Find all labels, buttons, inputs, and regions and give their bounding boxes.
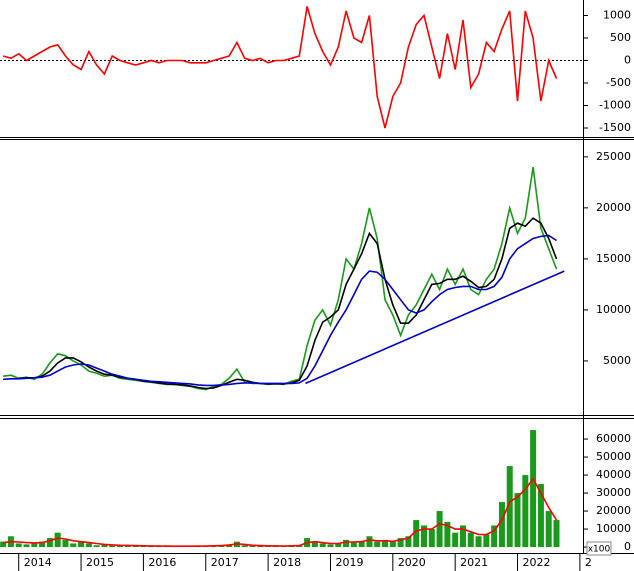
bar	[366, 536, 373, 548]
unit-label: x100	[588, 545, 611, 555]
bar	[475, 536, 482, 548]
bar	[514, 493, 521, 548]
bar	[491, 525, 498, 548]
y-tick-label: 25000	[596, 150, 631, 163]
bar	[350, 542, 357, 548]
bar	[498, 502, 505, 548]
y-tick-label: 10000	[596, 522, 631, 535]
y-tick-label: 10000	[596, 303, 631, 316]
x-tick-label: 2014	[24, 556, 52, 569]
bar	[0, 541, 7, 548]
line	[2, 6, 558, 129]
bar	[405, 536, 412, 548]
y-tick-label: -1000	[599, 99, 631, 112]
bar	[46, 538, 53, 548]
bar	[444, 521, 451, 548]
bar	[39, 541, 46, 548]
bar	[343, 539, 350, 548]
bar	[397, 538, 404, 548]
bar	[311, 541, 318, 548]
y-tick-label: 60000	[596, 432, 631, 445]
x-tick-label: 2016	[148, 556, 176, 569]
y-tick-label: -1500	[599, 121, 631, 134]
bar	[327, 544, 334, 548]
unit-box	[586, 541, 612, 556]
bar	[374, 541, 381, 548]
y-tick-label: 30000	[596, 486, 631, 499]
line	[305, 270, 565, 385]
bar	[31, 543, 38, 548]
line	[3, 234, 557, 387]
y-tick-label: -500	[606, 76, 631, 89]
bar	[257, 545, 264, 548]
bar	[389, 541, 396, 548]
bar	[124, 545, 131, 548]
bar	[452, 532, 459, 548]
bar	[241, 545, 248, 548]
bar	[101, 544, 108, 548]
bar	[15, 543, 22, 548]
bar	[93, 545, 100, 548]
bar	[70, 543, 77, 548]
bar	[553, 520, 560, 548]
bar	[382, 539, 389, 548]
bar	[522, 475, 529, 548]
y-tick-label: 20000	[596, 504, 631, 517]
x-tick-label: 2017	[211, 556, 239, 569]
x-tick-label: 2022	[523, 556, 551, 569]
bar	[85, 543, 92, 548]
y-tick-label: 20000	[596, 201, 631, 214]
bar	[23, 544, 30, 548]
y-tick-label: 40000	[596, 468, 631, 481]
x-tick-label: 2	[585, 556, 592, 569]
line	[3, 477, 558, 547]
bar	[459, 525, 466, 548]
bar	[319, 543, 326, 548]
bar	[545, 511, 552, 548]
y-tick-label: 0	[624, 54, 631, 67]
y-tick-label: 15000	[596, 252, 631, 265]
bar	[358, 541, 365, 548]
bar	[413, 520, 420, 548]
y-tick-label: 5000	[603, 354, 631, 367]
x-tick-label: 2015	[86, 556, 114, 569]
x-tick-label: 2019	[335, 556, 363, 569]
y-tick-label: 0	[624, 540, 631, 553]
bar	[78, 541, 85, 548]
bar	[117, 545, 124, 548]
bar	[530, 430, 537, 548]
bar	[506, 466, 513, 548]
bar	[421, 525, 427, 548]
bar	[62, 539, 69, 548]
bar	[428, 529, 435, 548]
bar	[109, 545, 116, 548]
bar	[537, 484, 544, 548]
bar	[132, 545, 139, 548]
y-tick-label: 500	[610, 31, 631, 44]
bar	[335, 543, 342, 548]
x-tick-label: 2020	[398, 556, 426, 569]
y-tick-label: 1000	[603, 9, 631, 22]
y-tick-label: 50000	[596, 450, 631, 463]
bar	[483, 534, 490, 548]
bar	[249, 545, 256, 548]
bar	[467, 532, 474, 548]
x-tick-label: 2021	[460, 556, 488, 569]
bar	[54, 532, 61, 548]
bar	[436, 511, 443, 548]
x-tick-label: 2018	[273, 556, 301, 569]
